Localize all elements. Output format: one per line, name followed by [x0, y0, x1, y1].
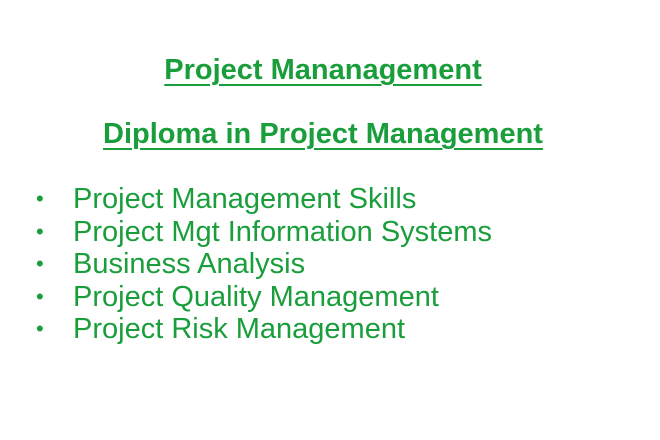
page-title: Project Mananagement [164, 54, 482, 86]
course-label: Project Risk Management [73, 313, 406, 345]
course-label: Project Management Skills [73, 183, 417, 215]
bullet-icon: • [36, 316, 44, 341]
bullet-icon: • [36, 283, 44, 309]
bullet-icon: • [36, 186, 44, 211]
course-label: Project Quality Management [73, 280, 439, 313]
bullet-icon: • [36, 251, 44, 276]
diploma-heading: Diploma in Project Management [103, 118, 543, 150]
bullet-icon: • [36, 218, 44, 244]
course-label: Business Analysis [73, 248, 306, 280]
course-label: Project Mgt Information Systems [73, 215, 493, 248]
